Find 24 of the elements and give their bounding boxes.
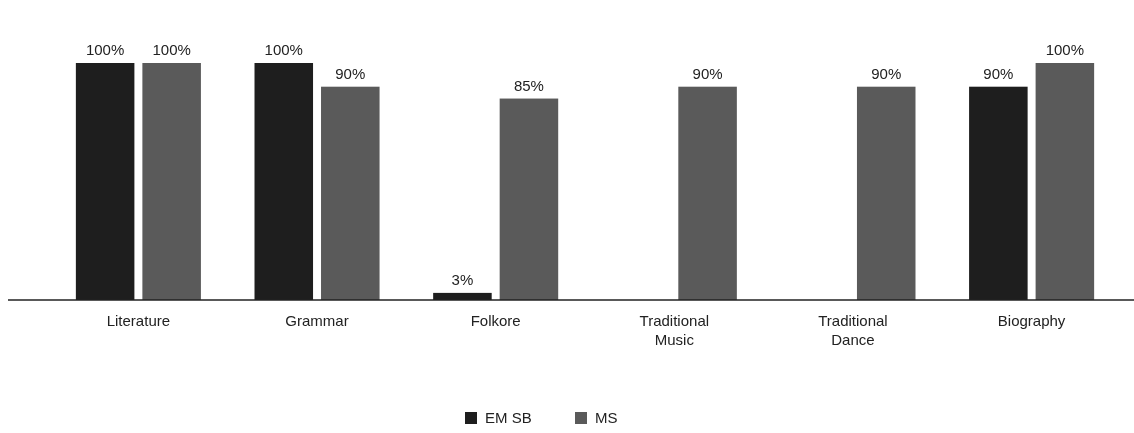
- data-label: 100%: [152, 41, 191, 58]
- bar: [678, 86, 737, 300]
- legend-label: MS: [595, 409, 618, 426]
- bar: [321, 86, 380, 300]
- data-label: 100%: [85, 41, 125, 58]
- x-tick-label: Traditional Dance: [818, 312, 888, 348]
- bar: [142, 63, 201, 300]
- x-tick-label: Literature: [106, 312, 171, 329]
- data-label: 85%: [513, 76, 544, 94]
- bar: [1035, 63, 1095, 300]
- x-tick-label: Folkore: [470, 312, 521, 329]
- bar: [499, 98, 559, 300]
- data-label: 100%: [264, 41, 303, 58]
- x-tick-label: Biography: [997, 312, 1066, 329]
- data-label: 90%: [692, 64, 723, 82]
- data-label: 100%: [1045, 41, 1085, 58]
- data-label: 90%: [983, 64, 1014, 82]
- data-label: 90%: [335, 64, 366, 82]
- legend-label: EM SB: [485, 409, 532, 426]
- x-tick-label: Grammar: [285, 312, 349, 329]
- bar: [856, 86, 916, 300]
- data-label: 3%: [451, 270, 474, 288]
- data-label: 90%: [871, 64, 902, 82]
- x-tick-label: Traditional Music: [639, 312, 710, 348]
